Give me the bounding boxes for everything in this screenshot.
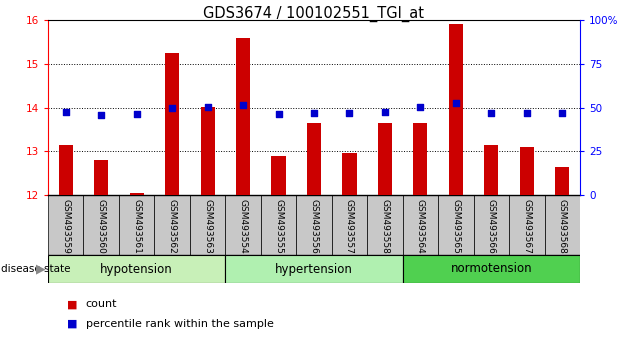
Point [60, 109, 71, 115]
Text: GSM493565: GSM493565 [451, 199, 461, 253]
Bar [449, 24, 463, 195]
Text: ▶: ▶ [36, 263, 45, 275]
Text: percentile rank within the sample: percentile rank within the sample [86, 319, 273, 329]
Point [486, 110, 496, 116]
Point [238, 102, 248, 108]
Point [557, 110, 567, 116]
Bar [130, 193, 144, 195]
Text: count: count [86, 299, 117, 309]
Text: GSM493561: GSM493561 [132, 199, 141, 253]
Bar [154, 195, 190, 255]
Text: GSM493563: GSM493563 [203, 199, 212, 253]
Bar [261, 195, 296, 255]
Point [309, 110, 319, 116]
Text: GSM493562: GSM493562 [168, 199, 176, 253]
Text: hypotension: hypotension [100, 263, 173, 275]
Bar [94, 160, 108, 195]
Bar [272, 156, 285, 195]
Text: GSM493560: GSM493560 [96, 199, 106, 253]
Text: normotension: normotension [450, 263, 532, 275]
Point [132, 111, 142, 117]
Bar [509, 195, 544, 255]
Point [273, 111, 284, 117]
Bar [83, 195, 119, 255]
Text: GSM493564: GSM493564 [416, 199, 425, 253]
Bar [200, 107, 215, 195]
Bar [119, 195, 154, 255]
Bar [59, 145, 73, 195]
Bar [226, 195, 261, 255]
Bar [332, 195, 367, 255]
Point [522, 110, 532, 116]
Bar [438, 195, 474, 255]
Bar [555, 167, 570, 195]
Bar [378, 123, 392, 195]
Text: GSM493568: GSM493568 [558, 199, 567, 253]
Bar [403, 195, 438, 255]
Text: GDS3674 / 100102551_TGI_at: GDS3674 / 100102551_TGI_at [203, 6, 425, 22]
Bar [307, 123, 321, 195]
Text: ■: ■ [67, 299, 77, 309]
Text: GSM493554: GSM493554 [239, 199, 248, 253]
Point [203, 104, 213, 109]
Text: GSM493555: GSM493555 [274, 199, 283, 253]
Bar [484, 145, 498, 195]
Bar [165, 53, 179, 195]
Bar [520, 147, 534, 195]
Bar [342, 153, 357, 195]
Bar [190, 195, 226, 255]
Point [380, 109, 390, 115]
Bar [236, 38, 250, 195]
Text: GSM493566: GSM493566 [487, 199, 496, 253]
Point [345, 110, 355, 116]
Text: disease state: disease state [1, 264, 70, 274]
Bar [367, 195, 403, 255]
Text: ■: ■ [67, 319, 77, 329]
Point [415, 104, 425, 109]
Bar [296, 195, 332, 255]
Text: GSM493558: GSM493558 [381, 199, 389, 253]
Bar [48, 195, 83, 255]
Text: hypertension: hypertension [275, 263, 353, 275]
Bar [403, 255, 580, 283]
Point [96, 113, 106, 118]
Point [451, 100, 461, 106]
Text: GSM493559: GSM493559 [61, 199, 70, 253]
Bar [226, 255, 403, 283]
Bar [48, 255, 226, 283]
Text: GSM493567: GSM493567 [522, 199, 531, 253]
Bar [474, 195, 509, 255]
Text: GSM493556: GSM493556 [309, 199, 319, 253]
Bar [544, 195, 580, 255]
Bar [413, 123, 428, 195]
Point [167, 105, 177, 110]
Text: GSM493557: GSM493557 [345, 199, 354, 253]
